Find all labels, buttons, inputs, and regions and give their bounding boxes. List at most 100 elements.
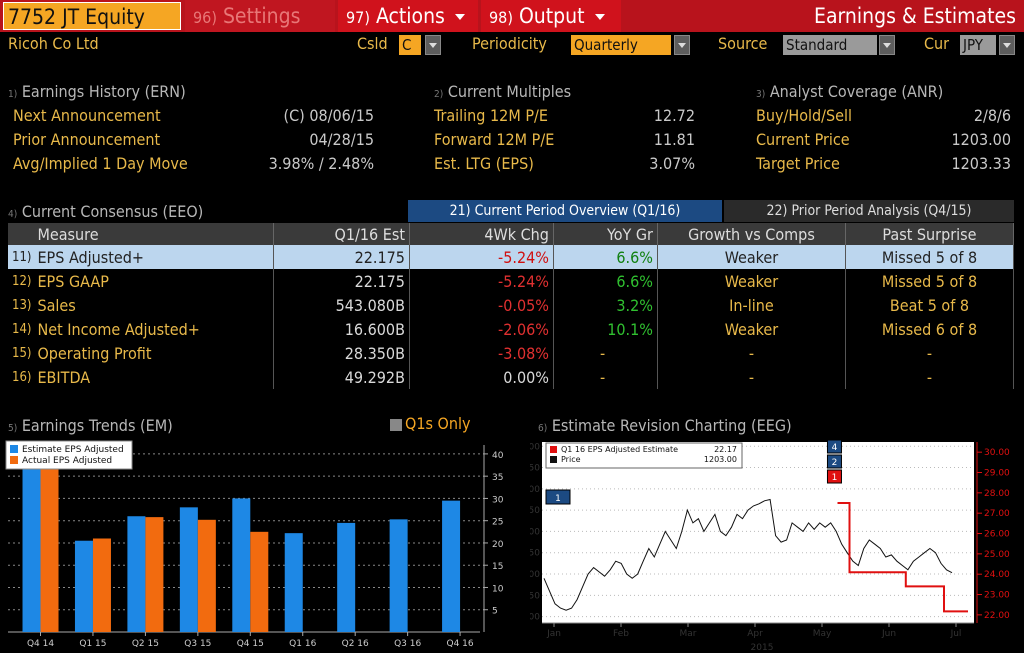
estimate-line [837,502,968,613]
periodicity-select[interactable]: Quarterly [571,35,671,55]
growth-vs-comps-cell: Weaker [657,317,846,341]
measure-cell[interactable]: EPS GAAP [33,269,274,293]
settings-menu-label: Settings [222,4,301,28]
table-row[interactable]: 11) EPS Adjusted+ 22.175 -5.24% 6.6% Wea… [8,245,1015,269]
column-header-yoy-gr[interactable]: YoY Gr [553,223,658,245]
row-index: 16) [12,369,32,385]
y-tick-label: 35 [492,473,503,483]
checkbox-icon[interactable] [390,418,402,431]
current-price-label: Current Price [756,130,850,149]
csld-dropdown-arrow-icon[interactable] [425,35,441,55]
legend-swatch [10,456,18,464]
consensus-title[interactable]: 4) Current Consensus (EEO) [8,202,203,221]
source-dropdown-arrow-icon[interactable] [879,35,895,55]
x-year-label: 2015 [751,643,774,653]
y-left-tick-label: 1350 [530,506,540,516]
trailing-pe-value: 12.72 [653,106,695,125]
past-surprise-cell: - [845,365,1015,389]
earnings-trends-title-text: Earnings Trends (EM) [21,416,173,435]
x-tick-label: Q1 15 [79,639,106,649]
column-header-estimate[interactable]: Q1/16 Est [273,223,410,245]
chevron-down-icon [454,14,465,20]
revision-marker [826,469,842,484]
current-multiples-title-text: Current Multiples [447,82,572,101]
measure-cell[interactable]: Operating Profit [33,341,274,365]
tab-prior-period-analysis[interactable]: 22) Prior Period Analysis (Q4/15) [724,200,1014,222]
y-tick-label: 5 [492,607,498,617]
next-announcement-value: (C) 08/06/15 [283,106,375,125]
y-tick-label: 15 [492,562,503,572]
currency-dropdown-arrow-icon[interactable] [999,35,1015,55]
estimate-revision-title[interactable]: 6) Estimate Revision Charting (EEG) [538,416,792,435]
csld-select[interactable]: C [399,35,421,55]
est-ltg-value: 3.07% [649,154,695,173]
estimate-cell: 49.292B [273,365,410,389]
security-ticker-field[interactable]: 7752 JT Equity [3,2,181,30]
earnings-trends-title[interactable]: 5) Earnings Trends (EM) [8,416,173,435]
bar-estimate [284,533,303,632]
bar-actual [250,531,269,632]
measure-cell[interactable]: EPS Adjusted+ [33,245,274,269]
settings-bar: Ricoh Co Ltd Csld C Periodicity Quarterl… [0,32,1024,56]
current-multiples-number: 2) [434,89,444,100]
column-header-past-surprise[interactable]: Past Surprise [845,223,1015,245]
price-line [543,498,953,611]
analyst-coverage-title[interactable]: 3) Analyst Coverage (ANR) [756,82,943,101]
earnings-history-title[interactable]: 1) Earnings History (ERN) [8,82,186,101]
est-ltg-label: Est. LTG (EPS) [434,154,534,173]
estimate-cell: 28.350B [273,341,410,365]
estimate-revision-number: 6) [538,423,548,434]
q1s-only-toggle[interactable]: Q1s Only [390,414,471,433]
consensus-number: 4) [8,209,18,220]
measure-cell[interactable]: Sales [33,293,274,317]
column-header-measure[interactable]: Measure [33,223,274,245]
source-select[interactable]: Standard [783,35,877,55]
analyst-coverage-title-text: Analyst Coverage (ANR) [769,82,944,101]
actions-menu[interactable]: 97) Actions [338,0,478,32]
table-row[interactable]: 15) Operating Profit 28.350B -3.08% - - … [8,341,1015,365]
bar-estimate [442,500,461,632]
target-price-label: Target Price [756,154,840,173]
settings-menu[interactable]: 96) Settings [185,0,335,32]
y-left-tick-label: 1400 [530,485,540,495]
estimate-revision-chart[interactable]: 1100 1150 1200 1250 1300 1350 1400 1450 1500 22.0… [530,440,1024,653]
row-index: 15) [12,345,32,361]
measure-cell[interactable]: Net Income Adjusted+ [33,317,274,341]
analyst-coverage-number: 3) [756,89,766,100]
output-menu[interactable]: 98) Output [481,0,621,32]
past-surprise-cell: - [845,341,1015,365]
column-header-4wk-chg[interactable]: 4Wk Chg [409,223,554,245]
y-tick-label: 20 [492,540,504,550]
past-surprise-cell: Missed 5 of 8 [845,245,1015,269]
row-index: 11) [8,245,34,269]
y-tick-label: 40 [492,451,504,461]
avg-implied-move-value: 3.98% / 2.48% [268,154,374,173]
earnings-trends-chart[interactable]: 5 10 15 20 25 30 35 40 Q4 14 Q1 15 Q2 15 Q3 15 Q4 15… [0,440,530,650]
revision-marker-label: 2 [832,458,838,468]
settings-menu-number: 96) [193,8,217,27]
bar-actual [145,517,164,632]
y-left-tick-label: 1450 [530,464,540,474]
4wk-chg-cell: -3.08% [409,341,554,365]
table-row[interactable]: 12) EPS GAAP 22.175 -5.24% 6.6% Weaker M… [8,269,1015,293]
periodicity-dropdown-arrow-icon[interactable] [674,35,690,55]
y-left-tick-label: 1300 [530,527,540,537]
x-tick-label: Q4 15 [237,639,264,649]
tab-current-period-overview[interactable]: 21) Current Period Overview (Q1/16) [408,200,722,222]
revision-marker-label: 4 [832,443,838,453]
past-surprise-cell: Beat 5 of 8 [845,293,1015,317]
current-price-value: 1203.00 [951,130,1011,149]
legend-box [545,442,743,469]
table-row[interactable]: 13) Sales 543.080B -0.05% 3.2% In-line B… [8,293,1015,317]
company-name: Ricoh Co Ltd [8,34,99,53]
table-row[interactable]: 16) EBITDA 49.292B 0.00% - - - [8,365,1015,389]
measure-cell[interactable]: EBITDA [33,365,274,389]
column-header-growth-vs-comps[interactable]: Growth vs Comps [657,223,846,245]
x-tick-label: Feb [613,629,629,639]
legend-value: 1203.00 [704,455,737,464]
y-left-tick-label: 1250 [530,549,540,559]
output-menu-label: Output [518,4,585,28]
4wk-chg-cell: -2.06% [409,317,554,341]
currency-select[interactable]: JPY [960,35,996,55]
table-row[interactable]: 14) Net Income Adjusted+ 16.600B -2.06% … [8,317,1015,341]
